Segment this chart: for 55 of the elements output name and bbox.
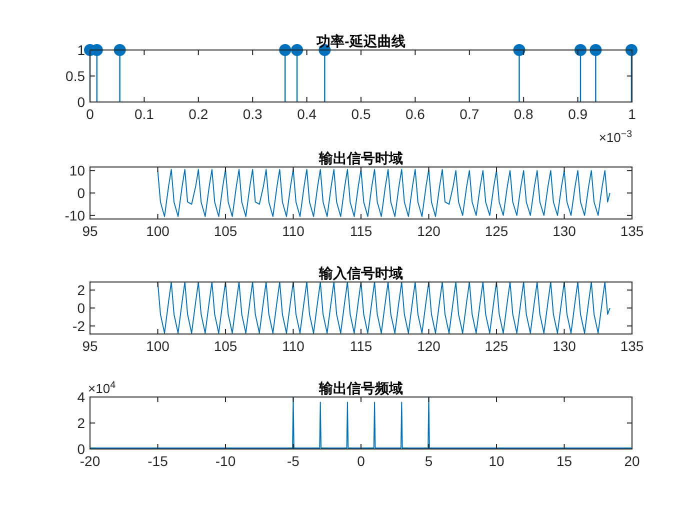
x-tick-label: 0 — [357, 453, 366, 469]
x-tick-label: 5 — [424, 453, 433, 469]
x-tick-label: 130 — [552, 338, 576, 354]
x-tick-label: 0.3 — [242, 106, 263, 122]
x-tick-label: 110 — [282, 223, 305, 239]
x-tick-label: 15 — [556, 453, 572, 469]
line-series — [157, 282, 610, 334]
y-tick-label: -2 — [72, 318, 86, 334]
y-tick-label: 0 — [77, 185, 86, 201]
line-series — [157, 168, 610, 218]
y-tick-label: 0 — [77, 94, 86, 110]
chart-title: 输出信号频域 — [318, 380, 403, 396]
x-tick-label: 125 — [484, 338, 508, 354]
x-tick-label: 100 — [146, 223, 170, 239]
x-tick-label: 135 — [620, 338, 644, 354]
x-tick-label: 105 — [214, 223, 238, 239]
y-tick-label: -10 — [64, 207, 86, 224]
y-tick-label: 2 — [77, 282, 86, 298]
x-tick-label: 0.8 — [514, 106, 534, 122]
text: ×10$^{−3}$ — [598, 128, 632, 145]
x-tick-label: 0.5 — [351, 106, 371, 122]
chart-title: 输出信号时域 — [318, 150, 403, 166]
x-tick-label: -10 — [215, 453, 236, 469]
x-tick-label: -15 — [148, 453, 168, 469]
chart-title: 功率-延迟曲线 — [316, 33, 406, 49]
chart-title: 输入信号时域 — [318, 265, 403, 281]
x-tick-label: 0.7 — [460, 106, 480, 122]
x-tick-label: 125 — [484, 223, 508, 239]
y-tick-label: 4 — [77, 389, 86, 405]
y-tick-label: 1 — [77, 42, 86, 58]
x-tick-label: 95 — [82, 338, 98, 354]
x-tick-label: 95 — [82, 223, 98, 239]
x-tick-label: 20 — [624, 453, 640, 469]
x-tick-label: 110 — [282, 338, 305, 354]
x-tick-label: 0.4 — [297, 106, 317, 122]
x-tick-label: 105 — [214, 338, 238, 354]
x-tick-label: 115 — [350, 223, 372, 239]
x-tick-label: 0.6 — [405, 106, 426, 122]
x-tick-label: 120 — [417, 338, 441, 354]
x-tick-label: 130 — [552, 223, 576, 239]
x-tick-label: 0.9 — [568, 106, 588, 122]
text: ×10$^{4}$ — [88, 380, 116, 396]
x-tick-label: 135 — [620, 223, 644, 239]
y-tick-label: 10 — [69, 162, 86, 179]
y-tick-label: 2 — [77, 415, 86, 431]
x-tick-label: 115 — [350, 338, 372, 354]
x-tick-label: -5 — [287, 453, 300, 469]
x-tick-label: 10 — [488, 453, 504, 469]
x-tick-label: 100 — [146, 338, 170, 354]
y-tick-label: 0 — [77, 300, 86, 316]
x-tick-label: 120 — [417, 223, 441, 239]
x-tick-label: 1 — [628, 106, 636, 122]
x-tick-label: 0.1 — [134, 106, 154, 122]
x-tick-label: 0.2 — [188, 106, 208, 122]
y-tick-label: 0.5 — [66, 68, 86, 84]
